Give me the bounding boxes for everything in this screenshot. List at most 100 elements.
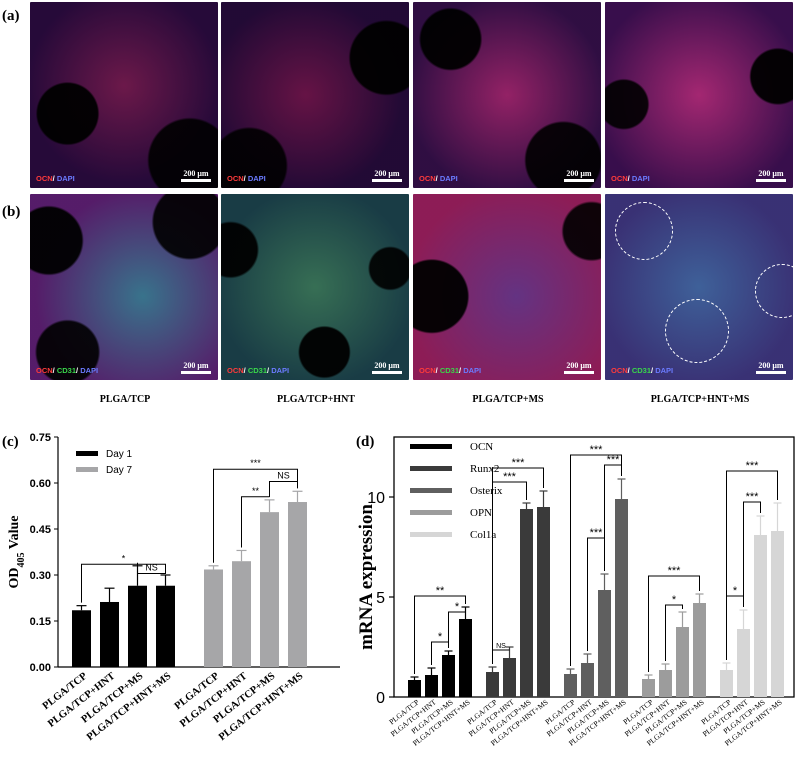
bar-opn	[642, 679, 655, 697]
bar-ocn	[442, 655, 455, 697]
significance-label: ***	[512, 457, 526, 469]
bar-runx2	[503, 658, 516, 697]
bar-osterix	[564, 674, 577, 697]
stain-part: DAPI	[56, 174, 75, 183]
significance-bracket	[726, 595, 744, 660]
legend-swatch	[76, 467, 98, 472]
scale-bar: 200 μm	[756, 169, 786, 182]
significance-bracket	[604, 464, 622, 571]
significance-label: **	[436, 585, 445, 597]
y-tick-label: 0	[376, 690, 385, 707]
stain-part: CD31	[56, 366, 77, 375]
bar-opn	[693, 603, 706, 697]
chart-c-od405: 0.00 0.15 0.30 0.45 0.60 0.75 OD405 Value * NS **…	[7, 432, 340, 743]
bar-runx2	[537, 507, 550, 697]
significance-label: NS	[277, 470, 290, 480]
stain-part: DAPI	[631, 174, 650, 183]
significance-label: NS	[145, 562, 158, 572]
bar-day-1	[72, 610, 91, 667]
legend-label: Day 7	[106, 465, 133, 476]
bar-day-7	[288, 502, 307, 667]
legend-label: Runx2	[470, 463, 499, 475]
significance-label: *	[438, 631, 443, 643]
significance-bracket	[743, 501, 761, 607]
bar-col1a	[771, 531, 784, 697]
significance-label: **	[252, 486, 260, 496]
significance-label: *	[455, 601, 460, 613]
bar-day-7	[204, 569, 223, 667]
bar-day-1	[156, 585, 175, 667]
legend-label: Day 1	[106, 449, 133, 460]
y-tick-label: 0.75	[30, 432, 51, 444]
y-tick-label: 0.30	[30, 570, 51, 582]
stain-part: DAPI	[80, 366, 99, 375]
group-label-plga-tcp-hnt-ms: PLGA/TCP+HNT+MS	[650, 394, 750, 405]
stain-part: OCN	[611, 366, 628, 375]
bar-runx2	[486, 672, 499, 697]
bar-runx2	[520, 509, 533, 697]
scale-bar-line	[372, 371, 402, 374]
scale-bar-label: 200 μm	[183, 361, 209, 370]
legend-swatch	[76, 451, 98, 456]
stain-part: OCN	[36, 366, 53, 375]
stain-label: OCN/ CD31/ DAPI	[36, 366, 98, 375]
scale-bar: 200 μm	[564, 169, 594, 182]
stain-label: OCN/ CD31/ DAPI	[419, 366, 481, 375]
legend-label: Osterix	[470, 485, 503, 497]
y-tick-label: 5	[376, 590, 385, 607]
dashed-circle-marker	[615, 202, 673, 260]
significance-bracket	[414, 595, 466, 674]
stain-part: /	[627, 366, 632, 375]
scale-bar-label: 200 μm	[758, 169, 784, 178]
micrograph-b-2: OCN/ CD31/ DAPI 200 μm	[221, 194, 409, 380]
y-tick-label: 0.45	[30, 524, 51, 536]
bar-col1a	[720, 670, 733, 697]
stain-part: /	[243, 174, 248, 183]
stain-part: /	[459, 366, 464, 375]
significance-bracket	[137, 562, 166, 574]
stain-part: OCN	[419, 366, 436, 375]
micrograph-a-2: OCN/ DAPI 200 μm	[221, 2, 409, 188]
significance-bracket	[448, 611, 466, 648]
scale-bar-line	[756, 179, 786, 182]
significance-label: ***	[607, 454, 621, 466]
scale-bar: 200 μm	[181, 361, 211, 374]
legend-swatch	[410, 510, 452, 515]
bar-osterix	[615, 499, 628, 697]
scale-bar: 200 μm	[372, 169, 402, 182]
micrograph-b-4: OCN/ CD31/ DAPI 200 μm	[605, 194, 793, 380]
significance-bracket	[241, 496, 270, 548]
scale-bar: 200 μm	[372, 361, 402, 374]
group-label-plga-tcp-ms: PLGA/TCP+MS	[472, 394, 544, 405]
panel-label-b: (b)	[2, 204, 21, 220]
significance-bracket	[665, 604, 683, 661]
scale-bar-line	[564, 179, 594, 182]
stain-part: CD31	[247, 366, 268, 375]
stain-label: OCN/ CD31/ DAPI	[227, 366, 289, 375]
significance-label: ***	[746, 491, 760, 503]
stain-part: DAPI	[463, 366, 482, 375]
legend-label: OPN	[470, 507, 492, 519]
stain-part: /	[76, 366, 81, 375]
significance-label: ***	[503, 471, 517, 483]
significance-bracket	[81, 563, 166, 603]
legend-swatch	[410, 466, 452, 471]
legend-swatch	[410, 488, 452, 493]
stain-part: /	[267, 366, 272, 375]
scale-bar: 200 μm	[564, 361, 594, 374]
stain-part: CD31	[631, 366, 652, 375]
panel-label-d: (d)	[356, 434, 375, 450]
legend-label: OCN	[470, 441, 493, 453]
y-axis-label: mRNA expression	[356, 504, 377, 650]
scale-bar-line	[181, 371, 211, 374]
bar-day-1	[100, 601, 119, 667]
bar-opn	[676, 627, 689, 697]
significance-label: ***	[746, 460, 760, 472]
bar-col1a	[737, 629, 750, 697]
stain-part: /	[627, 174, 632, 183]
legend-label: Col1a	[470, 529, 496, 541]
scale-bar-line	[564, 371, 594, 374]
stain-part: OCN	[419, 174, 436, 183]
stain-part: DAPI	[655, 366, 674, 375]
bar-day-7	[232, 561, 251, 667]
